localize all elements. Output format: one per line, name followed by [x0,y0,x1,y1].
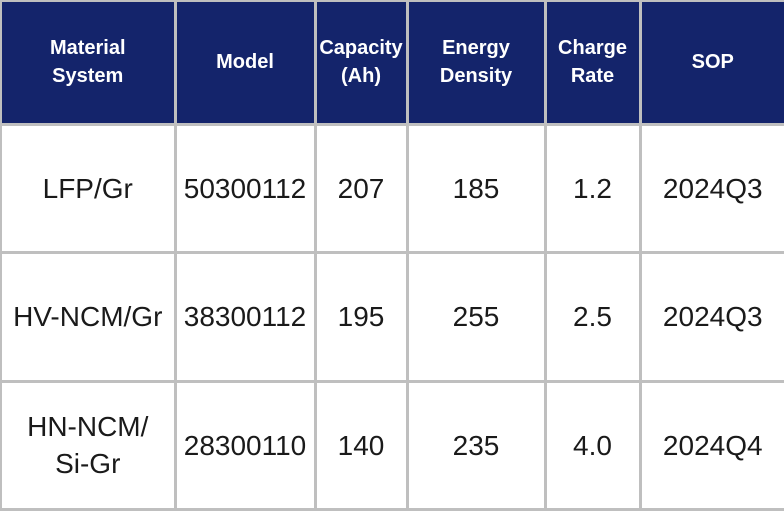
col-header-material-system: Material System [0,0,177,126]
header-row: Material System Model Capacity (Ah) Ener… [0,0,784,126]
cell-model: 50300112 [173,122,317,254]
cell-sop: 2024Q3 [638,251,784,383]
cell-model: 28300110 [173,379,317,511]
cell-material-system: HN-NCM/ Si-Gr [0,379,177,511]
col-header-capacity: Capacity (Ah) [313,0,409,126]
table-row: HV-NCM/Gr 38300112 195 255 2.5 2024Q3 [0,251,784,383]
cell-material-system: LFP/Gr [0,122,177,254]
cell-capacity: 195 [313,251,409,383]
table-row: HN-NCM/ Si-Gr 28300110 140 235 4.0 2024Q… [0,379,784,511]
cell-charge-rate: 2.5 [543,251,642,383]
cell-material-system: HV-NCM/Gr [0,251,177,383]
cell-capacity: 207 [313,122,409,254]
col-header-energy-density: Energy Density [405,0,547,126]
cell-capacity: 140 [313,379,409,511]
cell-charge-rate: 4.0 [543,379,642,511]
cell-energy-density: 235 [405,379,547,511]
cell-charge-rate: 1.2 [543,122,642,254]
cell-energy-density: 255 [405,251,547,383]
cell-model: 38300112 [173,251,317,383]
col-header-model: Model [173,0,317,126]
table-row: LFP/Gr 50300112 207 185 1.2 2024Q3 [0,122,784,254]
cell-sop: 2024Q4 [638,379,784,511]
cell-energy-density: 185 [405,122,547,254]
col-header-sop: SOP [638,0,784,126]
col-header-charge-rate: Charge Rate [543,0,642,126]
cell-sop: 2024Q3 [638,122,784,254]
